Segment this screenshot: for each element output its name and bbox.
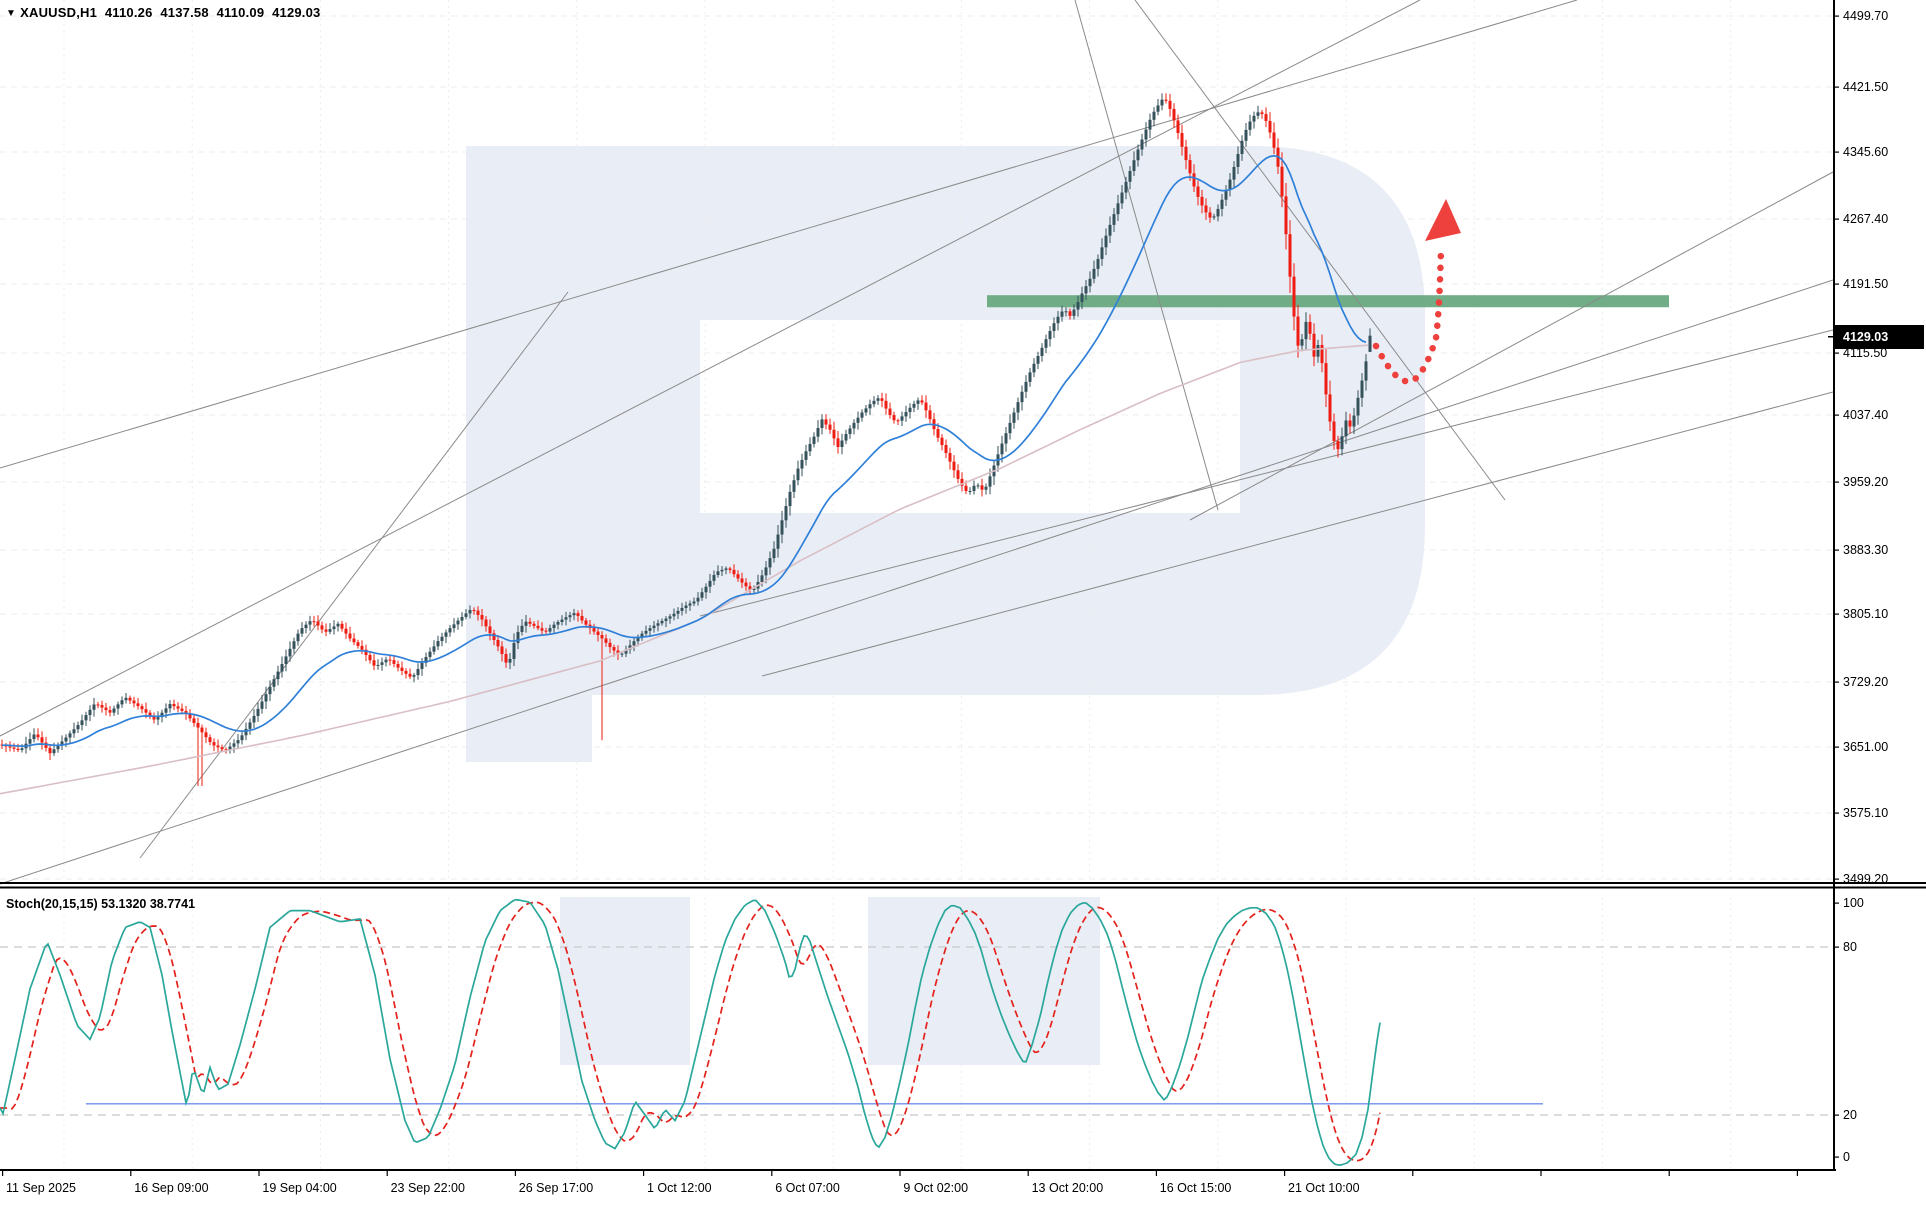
price-axis-label: 3805.10 <box>1843 607 1889 621</box>
price-axis-label: 4115.50 <box>1843 346 1888 360</box>
price-axis-label: 4499.70 <box>1843 9 1889 23</box>
time-axis-label: 13 Oct 20:00 <box>1031 1181 1104 1195</box>
price-axis-label: 3883.30 <box>1843 543 1889 557</box>
support-zone-rectangle[interactable] <box>987 295 1669 308</box>
axis-borders <box>0 0 1926 1176</box>
stoch-main-line <box>0 898 1381 1166</box>
price-axis-label: 3729.20 <box>1843 675 1889 689</box>
price-axis-label: 4345.60 <box>1843 145 1889 159</box>
price-axis-label: 4267.40 <box>1843 212 1889 226</box>
ma-fast-line <box>2 154 1367 748</box>
grid-lines <box>0 0 1833 1169</box>
time-axis-label: 6 Oct 07:00 <box>775 1181 840 1195</box>
stoch-axis-label: 20 <box>1843 1108 1857 1122</box>
time-axis-label: 9 Oct 02:00 <box>903 1181 969 1195</box>
price-axis-label: 3499.20 <box>1843 872 1889 886</box>
quote-high: 4137.58 <box>160 5 209 20</box>
price-axis-label: 3959.20 <box>1843 475 1889 489</box>
watermark-logo <box>466 146 1425 1065</box>
projection-arrow-head[interactable] <box>1425 199 1461 241</box>
price-axis-label: 4037.40 <box>1843 408 1889 422</box>
stoch-signal-line <box>0 901 1381 1162</box>
time-axis-label: 11 Sep 2025 <box>6 1181 76 1195</box>
time-axis-label: 19 Sep 04:00 <box>262 1181 337 1195</box>
quote-low: 4110.09 <box>216 5 265 20</box>
quote-close: 4129.03 <box>272 5 321 20</box>
time-axis-label: 16 Sep 09:00 <box>134 1181 209 1195</box>
stoch-axis-label: 80 <box>1843 940 1857 954</box>
indicator-label: Stoch(20,15,15) 53.1320 38.7741 <box>6 897 196 911</box>
price-axis-label: 4421.50 <box>1843 80 1889 94</box>
projection-arrow-path[interactable] <box>1372 243 1445 385</box>
price-axis-label: 4191.50 <box>1843 277 1889 291</box>
price-axis-label: 3575.10 <box>1843 806 1889 820</box>
stoch-axis-label: 100 <box>1843 896 1864 910</box>
time-axis-label: 21 Oct 10:00 <box>1288 1181 1360 1195</box>
trendlines[interactable] <box>0 0 1834 885</box>
stoch-axis-label: 0 <box>1843 1150 1850 1164</box>
symbol-quote-header[interactable]: ▼ XAUUSD,H1 4110.26 4137.58 4110.09 4129.… <box>6 5 324 20</box>
symbol-period-label: XAUUSD,H1 <box>20 5 98 20</box>
time-axis-label: 16 Oct 15:00 <box>1159 1181 1232 1195</box>
current-price-badge: 4129.03 <box>1835 325 1924 349</box>
time-axis-label: 23 Sep 22:00 <box>390 1181 465 1195</box>
symbol-dropdown-icon[interactable]: ▼ <box>6 8 17 19</box>
time-axis-label: 26 Sep 17:00 <box>518 1181 594 1195</box>
price-axis-label: 3651.00 <box>1843 740 1889 754</box>
quote-open: 4110.26 <box>104 5 153 20</box>
candlestick-series <box>0 93 1372 786</box>
time-axis-label: 1 Oct 12:00 <box>647 1181 712 1195</box>
